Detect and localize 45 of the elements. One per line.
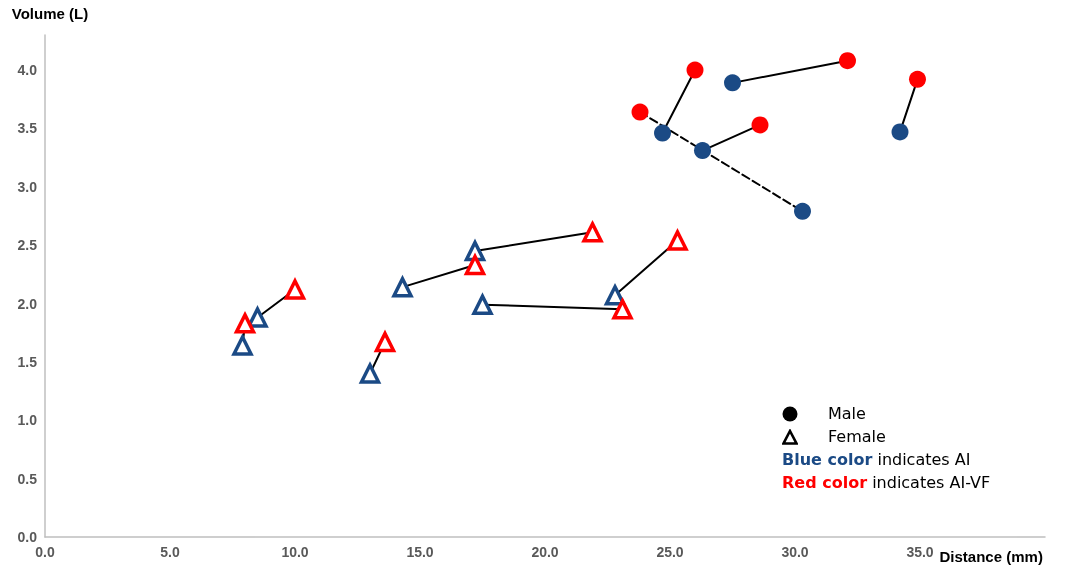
y-axis-title: Volume (L) bbox=[11, 5, 89, 22]
point bbox=[839, 52, 856, 70]
point bbox=[247, 307, 268, 328]
x-axis-title: Distance (mm) bbox=[939, 548, 1043, 565]
x-tick-label: 0.0 bbox=[35, 544, 55, 560]
point bbox=[284, 279, 306, 300]
x-tick-label: 5.0 bbox=[160, 544, 180, 560]
point bbox=[359, 363, 381, 384]
x-tick-label: 15.0 bbox=[406, 544, 434, 560]
point bbox=[472, 294, 493, 315]
y-tick-label: 1.5 bbox=[17, 353, 38, 370]
point bbox=[667, 230, 688, 251]
y-tick-label: 3.0 bbox=[17, 178, 38, 195]
annotation: Male bbox=[828, 403, 866, 425]
annotation: Red color indicates AI-VF bbox=[782, 472, 991, 494]
y-tick-label: 4.0 bbox=[17, 62, 38, 79]
point bbox=[234, 313, 256, 334]
annotation: Female bbox=[828, 426, 886, 448]
y-tick-label: 1.0 bbox=[17, 412, 38, 429]
point bbox=[373, 329, 397, 353]
x-tick-label: 10.0 bbox=[281, 544, 309, 560]
y-tick-label: 2.5 bbox=[17, 237, 38, 254]
y-tick-label: 3.5 bbox=[17, 120, 38, 137]
point bbox=[686, 61, 704, 79]
annotation: Blue color indicates AI bbox=[782, 449, 971, 471]
point bbox=[724, 74, 741, 92]
x-tick-label: 20.0 bbox=[531, 544, 559, 560]
point bbox=[694, 142, 711, 160]
point bbox=[463, 252, 487, 276]
point bbox=[391, 274, 414, 298]
x-tick-label: 25.0 bbox=[656, 544, 684, 560]
y-tick-label: 2.0 bbox=[17, 295, 38, 312]
point bbox=[909, 70, 926, 88]
point bbox=[582, 222, 603, 243]
point bbox=[631, 103, 649, 121]
x-tick-label: 35.0 bbox=[906, 544, 934, 560]
point bbox=[654, 124, 671, 142]
x-tick-label: 30.0 bbox=[781, 544, 809, 560]
y-tick-label: 0.0 bbox=[17, 529, 38, 545]
point bbox=[751, 116, 769, 134]
point bbox=[794, 202, 811, 220]
y-tick-label: 0.5 bbox=[17, 470, 38, 487]
point bbox=[612, 299, 633, 320]
point bbox=[232, 335, 253, 356]
point bbox=[891, 123, 909, 141]
